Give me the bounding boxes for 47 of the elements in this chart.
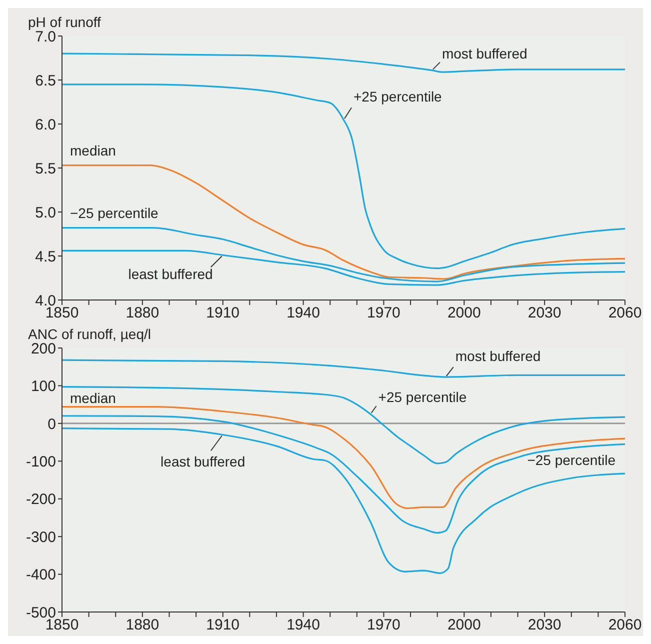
line-series <box>62 227 625 282</box>
y-tick-label: 6.5 <box>35 72 56 90</box>
x-tick-label: 2060 <box>608 616 642 634</box>
line-series <box>62 84 625 270</box>
y-tick-label: 4.5 <box>35 248 56 266</box>
x-tick-label: 2000 <box>447 304 481 322</box>
x-tick-label: 1850 <box>45 616 79 634</box>
y-tick-label: 6.0 <box>35 116 56 134</box>
y-axis-title: ANC of runoff, µeq/l <box>28 326 151 342</box>
x-tick-label: 1940 <box>286 616 320 634</box>
x-tick-label: 1910 <box>206 304 240 322</box>
line-series <box>62 415 625 534</box>
x-tick-label: 1910 <box>206 616 240 634</box>
series-label: −25 percentile <box>70 204 159 221</box>
line-series <box>62 406 625 510</box>
x-tick-label: 2030 <box>528 616 562 634</box>
y-tick-label: 5.5 <box>35 160 56 178</box>
y-tick-label: 200 <box>30 340 56 358</box>
x-tick-label: 1880 <box>126 304 160 322</box>
series-label: +25 percentile <box>378 389 467 405</box>
line-series <box>62 164 625 280</box>
x-tick-label: 1970 <box>367 616 400 634</box>
line-series <box>62 428 625 574</box>
y-tick-label: 100 <box>30 378 56 396</box>
series-label: −25 percentile <box>527 452 616 468</box>
x-tick-label: 1970 <box>367 304 400 322</box>
y-tick-label: 7.0 <box>35 28 56 46</box>
y-tick-label: -400 <box>26 566 56 584</box>
series-label: most buffered <box>455 348 541 364</box>
series-label: median <box>70 142 116 158</box>
x-tick-label: 2060 <box>608 304 642 322</box>
y-tick-label: -200 <box>26 491 56 508</box>
x-tick-label: 2000 <box>447 616 481 634</box>
series-label: median <box>70 390 116 406</box>
series-label: least buffered <box>128 266 213 282</box>
y-axis-title: pH of runoff <box>28 14 101 30</box>
y-tick-label: -100 <box>26 453 56 470</box>
y-tick-label: 0 <box>48 416 56 433</box>
x-tick-label: 2030 <box>528 304 562 322</box>
x-tick-label: 1880 <box>126 616 160 634</box>
series-label: most buffered <box>442 45 528 62</box>
x-tick-label: 1940 <box>286 304 320 322</box>
y-tick-label: -300 <box>26 528 56 546</box>
series-label: +25 percentile <box>354 88 442 105</box>
x-tick-label: 1850 <box>45 304 79 322</box>
series-label: least buffered <box>160 454 246 470</box>
y-tick-label: 5.0 <box>35 204 56 222</box>
